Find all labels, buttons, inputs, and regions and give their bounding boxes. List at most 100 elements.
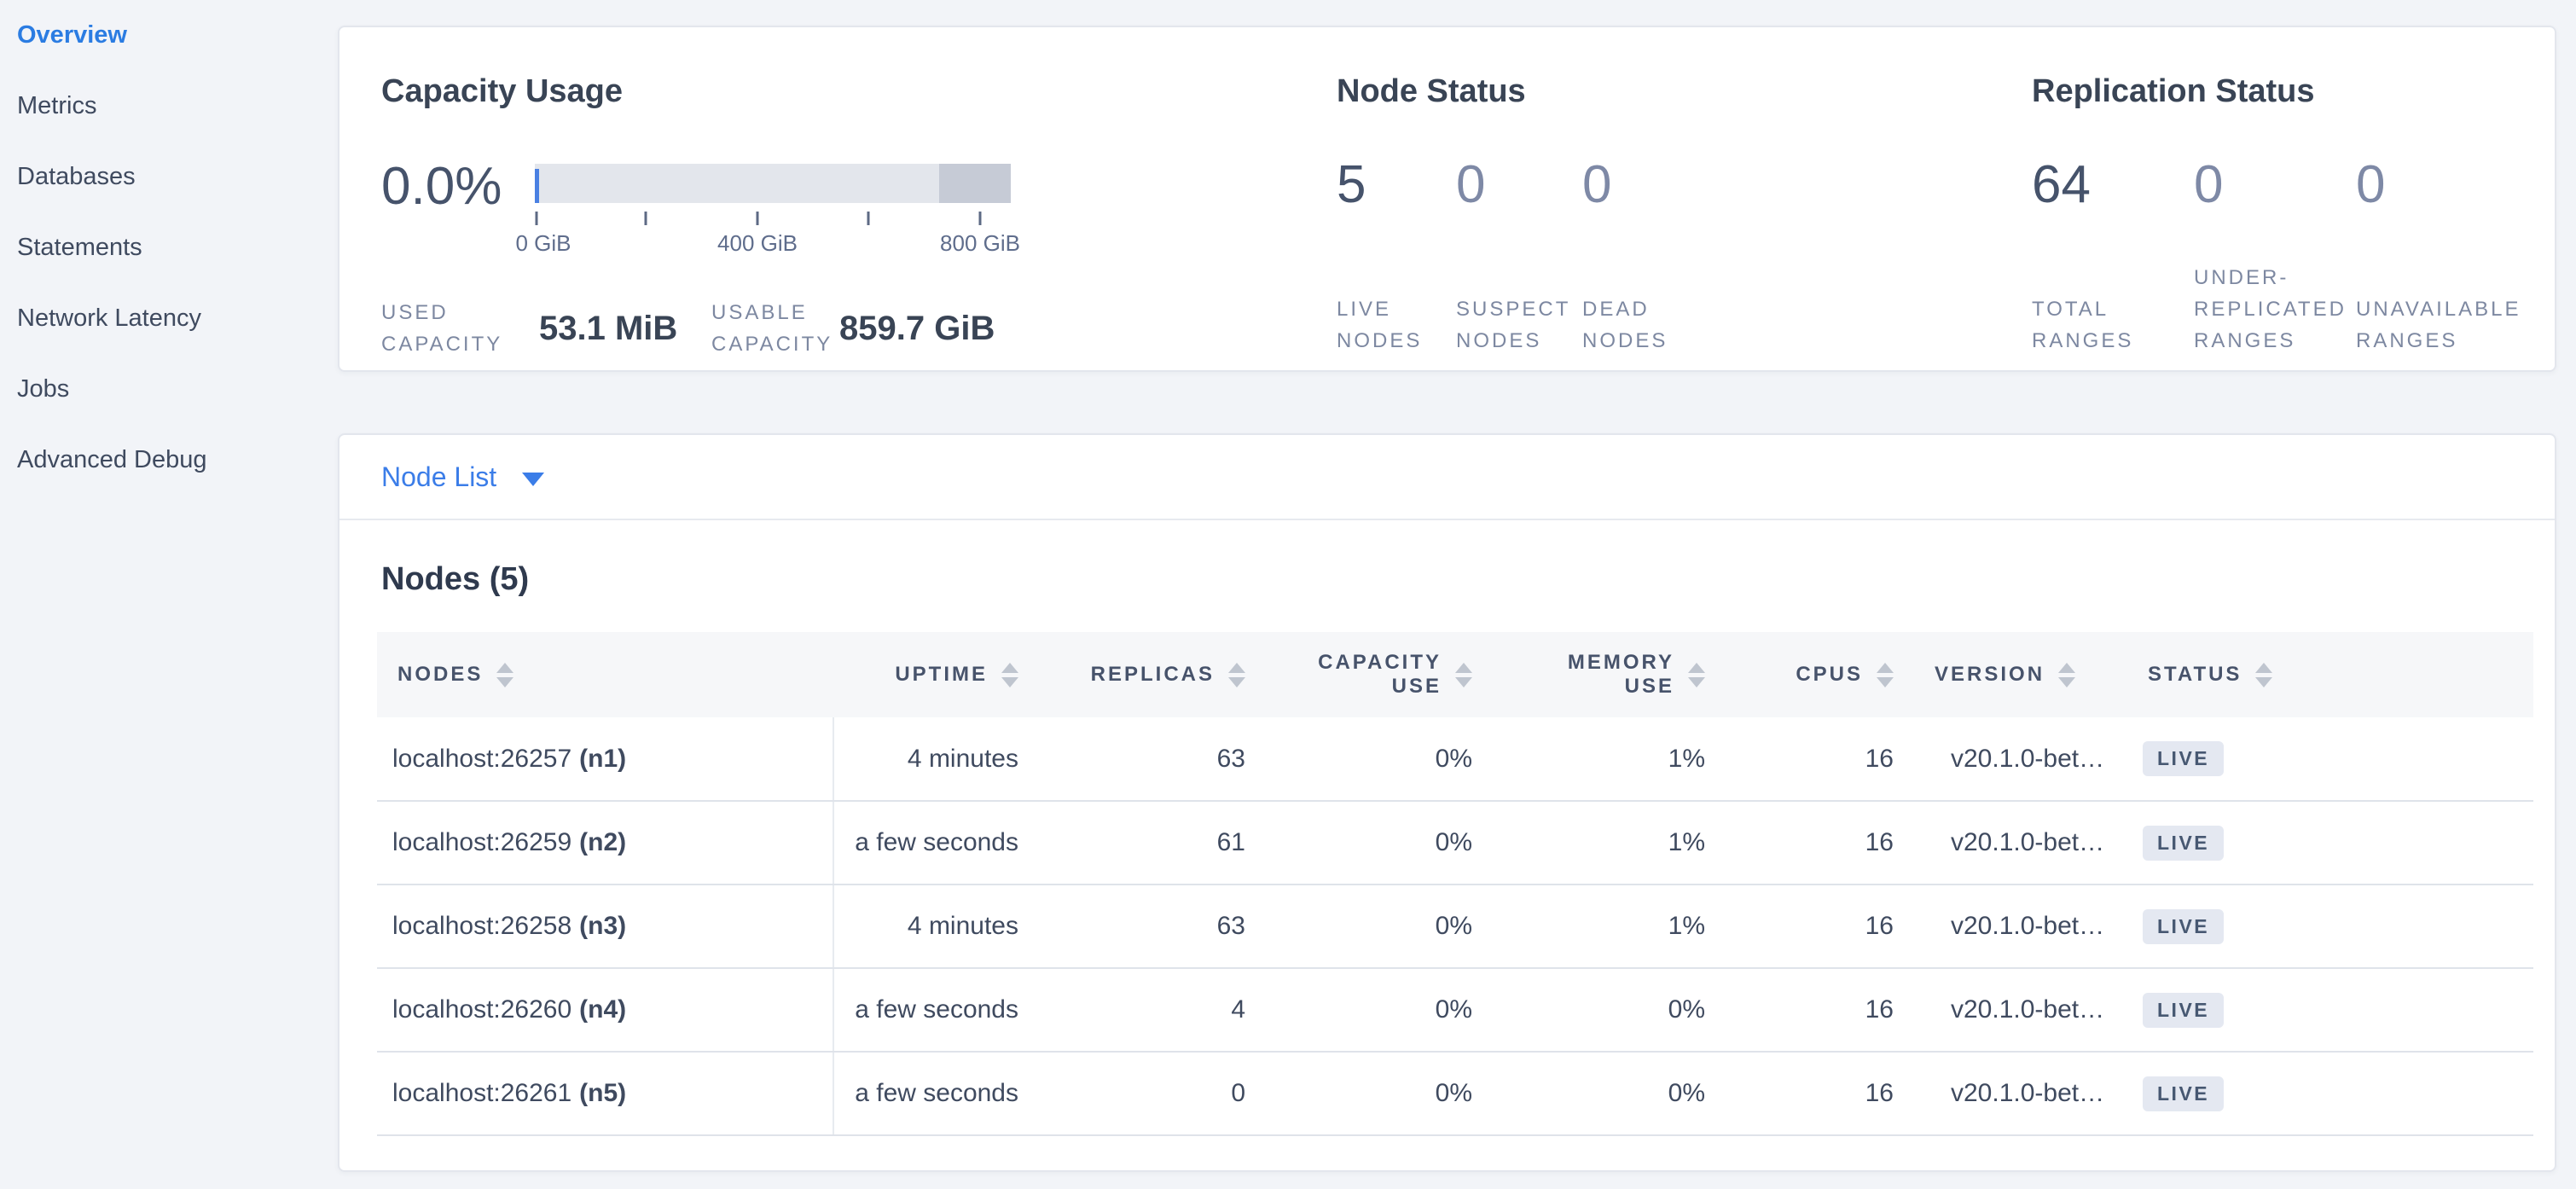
- capacity-use-cell: 0%: [1266, 968, 1493, 1053]
- cpus-cell: 16: [1726, 717, 1914, 802]
- node-list-card: Node List Nodes (5) NODES UPTIME: [338, 433, 2556, 1172]
- memory-use-cell: 0%: [1493, 1052, 1726, 1136]
- sort-icon: [2255, 662, 2273, 687]
- table-header-row: NODES UPTIME REPLICAS CAPACITY USE MEMOR: [377, 632, 2533, 717]
- replicas-cell: 0: [1039, 1052, 1266, 1136]
- column-header-status[interactable]: STATUS: [2127, 632, 2533, 717]
- dead-nodes-label: DEAD NODES: [1582, 298, 1668, 352]
- sidebar: Overview Metrics Databases Statements Ne…: [0, 0, 338, 1189]
- column-header-capacity-use[interactable]: CAPACITY USE: [1266, 632, 1493, 717]
- node-list-dropdown[interactable]: Node List: [381, 461, 545, 493]
- node-list-header: Node List: [339, 435, 2555, 520]
- dead-nodes-value: 0: [1582, 155, 1612, 214]
- column-label: CAPACITY USE: [1318, 651, 1442, 698]
- node-status-section: Node Status 5 LIVE NODES 0 SUSPECT NODES…: [1337, 72, 1934, 357]
- column-header-uptime[interactable]: UPTIME: [833, 632, 1039, 717]
- suspect-nodes-label: SUSPECT NODES: [1456, 298, 1570, 352]
- used-capacity-label: USED CAPACITY: [381, 301, 503, 356]
- uptime-cell: 4 minutes: [833, 717, 1039, 802]
- capacity-percent-value: 0.0%: [381, 157, 502, 216]
- column-header-cpus[interactable]: CPUS: [1726, 632, 1914, 717]
- cpus-cell: 16: [1726, 968, 1914, 1053]
- cpus-cell: 16: [1726, 1052, 1914, 1136]
- node-address-link[interactable]: localhost:26260: [392, 995, 572, 1024]
- column-header-replicas[interactable]: REPLICAS: [1039, 632, 1266, 717]
- capacity-usage-title: Capacity Usage: [381, 73, 624, 109]
- status-cell: LIVE: [2127, 1052, 2533, 1136]
- capacity-usage-section: Capacity Usage 0.0%: [381, 72, 1303, 360]
- table-row: localhost:26260 (n4) a few seconds 4 0% 0…: [377, 968, 2533, 1053]
- sort-icon: [1228, 662, 1245, 687]
- total-ranges-stat: 64 TOTAL RANGES: [2032, 159, 2194, 357]
- column-header-nodes[interactable]: NODES: [377, 632, 833, 717]
- tick-label-0gib: 0 GiB: [515, 230, 571, 256]
- sidebar-item-databases[interactable]: Databases: [17, 163, 136, 190]
- node-address-link[interactable]: localhost:26261: [392, 1079, 572, 1107]
- uptime-cell: a few seconds: [833, 801, 1039, 885]
- status-cell: LIVE: [2127, 968, 2533, 1053]
- cluster-summary-card: Capacity Usage 0.0%: [338, 26, 2556, 372]
- tickmark: [867, 212, 870, 225]
- capacity-use-cell: 0%: [1266, 717, 1493, 802]
- capacity-axis-ticks: [535, 212, 1011, 225]
- node-list-dropdown-label: Node List: [381, 461, 497, 492]
- column-label: MEMORY USE: [1567, 651, 1674, 698]
- sort-icon: [1688, 662, 1705, 687]
- sidebar-item-metrics[interactable]: Metrics: [17, 92, 97, 119]
- version-cell: v20.1.0-bet…: [1914, 717, 2127, 802]
- capacity-bar-track: [535, 164, 1011, 203]
- unavailable-ranges-stat: 0 UNAVAILABLE RANGES: [2356, 155, 2519, 357]
- sidebar-item-advanced-debug[interactable]: Advanced Debug: [17, 446, 207, 473]
- nodes-count-title: Nodes (5): [381, 561, 530, 597]
- sidebar-item-network-latency[interactable]: Network Latency: [17, 304, 201, 332]
- tickmark: [644, 212, 647, 225]
- replicas-cell: 61: [1039, 801, 1266, 885]
- column-header-version[interactable]: VERSION: [1914, 632, 2127, 717]
- memory-use-cell: 1%: [1493, 717, 1726, 802]
- capacity-bar-chart: 0 GiB 400 GiB 800 GiB: [515, 164, 1020, 258]
- status-badge: LIVE: [2143, 825, 2225, 861]
- capacity-axis-labels: 0 GiB 400 GiB 800 GiB: [515, 230, 1019, 258]
- node-address-link[interactable]: localhost:26259: [392, 828, 572, 856]
- under-replicated-label: UNDER-REPLICATED RANGES: [2194, 266, 2347, 352]
- under-replicated-stat: 0 UNDER-REPLICATED RANGES: [2194, 159, 2356, 357]
- sidebar-item-jobs[interactable]: Jobs: [17, 375, 70, 403]
- nodes-table: NODES UPTIME REPLICAS CAPACITY USE MEMOR: [377, 632, 2533, 1136]
- total-ranges-label: TOTAL RANGES: [2032, 298, 2134, 352]
- memory-use-cell: 1%: [1493, 884, 1726, 969]
- sidebar-item-statements[interactable]: Statements: [17, 234, 142, 261]
- version-cell: v20.1.0-bet…: [1914, 1052, 2127, 1136]
- node-id: (n3): [579, 912, 627, 940]
- usable-capacity-label: USABLE CAPACITY: [711, 301, 833, 356]
- version-cell: v20.1.0-bet…: [1914, 884, 2127, 969]
- usable-capacity-value: 859.7 GiB: [839, 309, 995, 347]
- nodes-table-section: Nodes (5) NODES UPTIME RE: [339, 561, 2555, 1136]
- replicas-cell: 63: [1039, 884, 1266, 969]
- replicas-cell: 4: [1039, 968, 1266, 1053]
- node-address-link[interactable]: localhost:26258: [392, 912, 572, 940]
- column-header-memory-use[interactable]: MEMORY USE: [1493, 632, 1726, 717]
- live-nodes-label: LIVE NODES: [1337, 298, 1423, 352]
- table-row: localhost:26259 (n2) a few seconds 61 0% …: [377, 801, 2533, 885]
- node-address-link[interactable]: localhost:26257: [392, 744, 572, 773]
- sort-icon: [2058, 662, 2076, 687]
- live-nodes-stat: 5 LIVE NODES: [1337, 159, 1456, 357]
- node-id: (n2): [579, 828, 627, 856]
- column-label: STATUS: [2148, 663, 2242, 686]
- node-status-stats: 5 LIVE NODES 0 SUSPECT NODES 0 DEAD NODE…: [1337, 159, 1934, 357]
- tickmark: [978, 212, 982, 225]
- status-cell: LIVE: [2127, 717, 2533, 802]
- capacity-use-cell: 0%: [1266, 801, 1493, 885]
- memory-use-cell: 1%: [1493, 801, 1726, 885]
- node-id: (n1): [579, 744, 627, 773]
- replication-status-section: Replication Status 64 TOTAL RANGES 0 UND…: [2032, 72, 2552, 357]
- sort-icon: [496, 662, 514, 687]
- sort-icon: [1877, 662, 1894, 687]
- version-cell: v20.1.0-bet…: [1914, 801, 2127, 885]
- live-nodes-value: 5: [1337, 155, 1366, 214]
- unavailable-ranges-value: 0: [2356, 155, 2386, 214]
- sidebar-item-overview[interactable]: Overview: [17, 21, 127, 49]
- status-badge: LIVE: [2143, 741, 2225, 776]
- table-row: localhost:26257 (n1) 4 minutes 63 0% 1% 1…: [377, 717, 2533, 802]
- uptime-cell: 4 minutes: [833, 884, 1039, 969]
